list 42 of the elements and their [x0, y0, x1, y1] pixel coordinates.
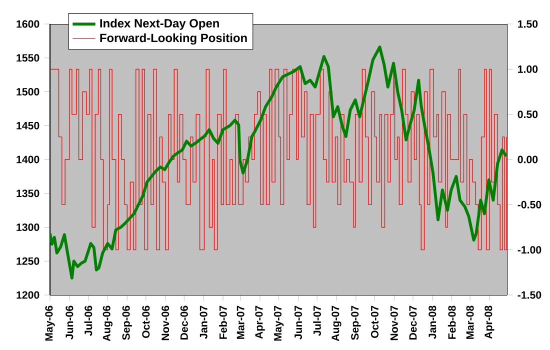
x-tick-label: Jun-07 — [294, 306, 302, 340]
x-tick-label: Jan-08 — [428, 306, 436, 339]
x-tick-label: Dec-06 — [180, 306, 188, 340]
y2-tick-label: 0.00 — [518, 156, 538, 164]
x-tick-label: Sep-06 — [122, 306, 132, 340]
x-tick-label: Jul-07 — [313, 306, 321, 336]
x-tick-label: Aug-06 — [102, 306, 113, 342]
legend-label: Index Next-Day Open — [100, 18, 219, 30]
y-tick-label: 1200 — [16, 291, 40, 299]
x-tick-label: Oct-07 — [370, 306, 378, 338]
x-tick-label: Jul-06 — [84, 306, 92, 336]
x-tick-label: Apr-07 — [255, 306, 265, 339]
legend-label: Forward-Looking Position — [100, 33, 247, 45]
y-tick-label: 1350 — [16, 190, 40, 198]
y-tick-label: 1500 — [16, 88, 40, 96]
y2-tick-label: -1.50 — [518, 291, 542, 299]
y2-tick-label: 1.00 — [518, 65, 538, 73]
x-tick-label: Mar-08 — [466, 306, 474, 339]
y2-tick-label: 1.50 — [518, 20, 538, 28]
y-tick-label: 1400 — [16, 156, 40, 164]
x-tick-label: Sep-07 — [351, 306, 361, 340]
x-tick-label: Feb-08 — [448, 306, 456, 339]
x-tick-label: Jun-06 — [66, 306, 74, 340]
x-tick-label: Nov-06 — [162, 306, 170, 340]
x-tick-label: Oct-06 — [142, 306, 150, 338]
x-tick-label: Aug-07 — [332, 306, 342, 342]
x-tick-label: Dec-07 — [409, 306, 417, 340]
y-tick-label: 1600 — [16, 20, 40, 28]
y2-tick-label: -1.00 — [518, 246, 542, 254]
x-tick-label: May-06 — [45, 306, 55, 341]
y2-tick-label: -0.50 — [518, 200, 542, 208]
y-tick-label: 1250 — [16, 257, 40, 265]
x-tick-label: May-07 — [274, 306, 284, 341]
y-tick-label: 1450 — [16, 122, 40, 130]
y-tick-label: 1550 — [16, 54, 40, 62]
y-tick-label: 1300 — [16, 223, 40, 232]
x-tick-label: Nov-07 — [390, 306, 398, 340]
x-tick-label: Jan-07 — [200, 306, 208, 339]
x-tick-label: Feb-07 — [219, 306, 227, 339]
x-tick-label: Apr-08 — [484, 306, 494, 339]
y2-tick-label: 0.50 — [518, 110, 538, 118]
x-tick-label: Mar-07 — [236, 306, 244, 339]
